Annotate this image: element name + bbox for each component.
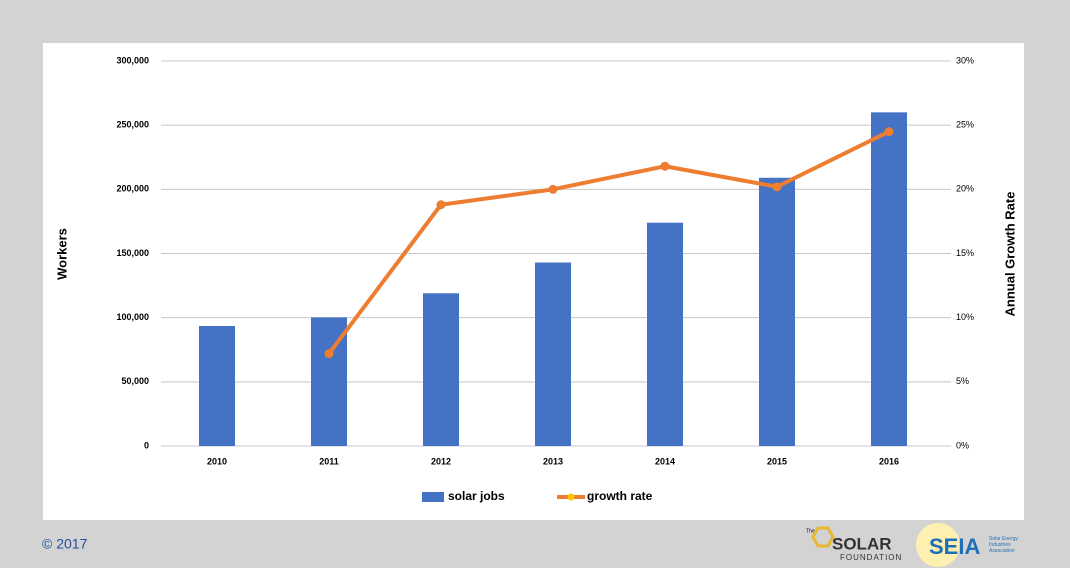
legend-marker: [567, 493, 575, 501]
bar: [871, 112, 907, 446]
logo-text: The: [806, 528, 815, 534]
y-tick-label: 200,000: [116, 184, 149, 194]
x-tick-label: 2012: [431, 456, 451, 466]
logo-circle: [916, 523, 960, 567]
logo-sub: Solar Energy Industries Association: [989, 536, 1018, 554]
bar: [535, 262, 571, 446]
logo-text: SOLAR: [832, 534, 892, 553]
y2-tick-label: 25%: [956, 120, 974, 130]
point: [324, 349, 334, 359]
y2-tick-label: 10%: [956, 312, 974, 322]
logo-seia: SEIA Solar Energy Industries Association: [916, 523, 1018, 567]
bar: [423, 293, 459, 446]
y-tick-label: 250,000: [116, 120, 149, 130]
logo-solar-foundation: The SOLAR FOUNDATION: [806, 526, 902, 562]
y2-tick-label: 5%: [956, 376, 969, 386]
y2-tick-label: 15%: [956, 248, 974, 258]
bar: [199, 326, 235, 446]
x-tick-label: 2014: [655, 456, 675, 466]
y2-axis-title: Annual Growth Rate: [1002, 192, 1017, 317]
y-tick-label: 100,000: [116, 312, 149, 322]
logo-hexagon: [811, 526, 835, 548]
y2-tick-label: 20%: [956, 184, 974, 194]
point: [660, 161, 670, 171]
x-tick-label: 2010: [207, 456, 227, 466]
logo-text: FOUNDATION: [840, 553, 902, 562]
legend-label: solar jobs: [448, 489, 505, 503]
y2-tick-label: 0%: [956, 440, 969, 450]
legend-swatch: [422, 492, 444, 502]
point: [548, 184, 558, 194]
point: [436, 200, 446, 210]
y-tick-label: 300,000: [116, 55, 149, 65]
logo-text: SEIA: [929, 534, 980, 559]
x-tick-label: 2013: [543, 456, 563, 466]
legend-label: growth rate: [587, 489, 653, 503]
bar: [759, 177, 795, 447]
x-tick-label: 2011: [319, 456, 339, 466]
bar: [647, 222, 683, 446]
point: [884, 127, 894, 137]
x-tick-label: 2015: [767, 456, 787, 466]
x-tick-label: 2016: [879, 456, 899, 466]
copyright: © 2017: [42, 536, 88, 552]
y2-tick-label: 30%: [956, 55, 974, 65]
line: [327, 129, 890, 355]
y-tick-label: 0: [144, 440, 149, 450]
logo-text: Solar Energy Industries Association: [989, 536, 1018, 554]
y-axis-title: Workers: [54, 228, 69, 280]
point: [772, 182, 782, 192]
y-tick-label: 150,000: [116, 248, 149, 258]
y-tick-label: 50,000: [121, 376, 149, 386]
